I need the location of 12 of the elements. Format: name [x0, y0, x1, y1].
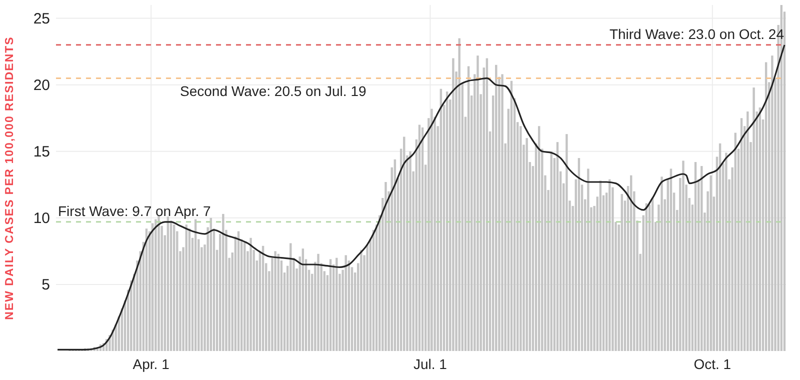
x-tick-label: Apr. 1 — [132, 356, 170, 372]
y-tick-label: 5 — [42, 276, 50, 294]
ref-line-label: Third Wave: 23.0 on Oct. 24 — [609, 26, 784, 42]
x-tick-label: Oct. 1 — [694, 356, 732, 372]
ref-line-label: First Wave: 9.7 on Apr. 7 — [58, 202, 211, 219]
y-tick-label: 20 — [33, 77, 50, 94]
y-tick-label: 25 — [33, 10, 50, 28]
y-tick-label: 10 — [33, 210, 50, 228]
y-axis-title: NEW DAILY CASES PER 100,000 RESIDENTS — [4, 36, 16, 320]
y-tick-label: 15 — [33, 144, 50, 161]
ref-line-label: Second Wave: 20.5 on Jul. 19 — [180, 83, 366, 100]
x-tick-label: Jul. 1 — [413, 356, 448, 372]
